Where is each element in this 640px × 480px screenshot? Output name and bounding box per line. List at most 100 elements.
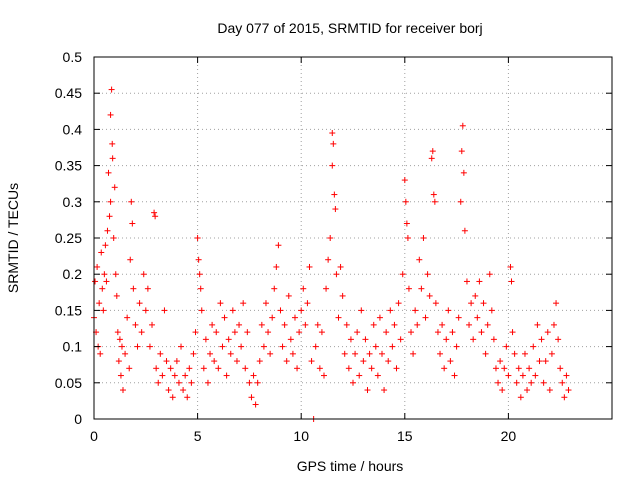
data-point [538, 336, 545, 343]
data-point [229, 307, 236, 314]
data-point [428, 155, 435, 162]
data-point [505, 372, 512, 379]
data-point [460, 169, 467, 176]
data-point [273, 263, 280, 270]
data-point [546, 387, 553, 394]
data-point [330, 140, 337, 147]
y-tick-label: 0.45 [55, 85, 82, 101]
data-point [149, 321, 156, 328]
data-point [513, 379, 520, 386]
data-point [151, 209, 158, 216]
data-point [343, 321, 350, 328]
data-point [320, 372, 327, 379]
data-point [408, 329, 415, 336]
data-point [100, 307, 107, 314]
data-point [111, 184, 118, 191]
chart-title: Day 077 of 2015, SRMTID for receiver bor… [217, 20, 482, 36]
data-point [242, 365, 249, 372]
data-point [488, 307, 495, 314]
data-point [565, 387, 572, 394]
data-point [401, 177, 408, 184]
data-point [134, 343, 141, 350]
data-point [296, 329, 303, 336]
data-point [256, 358, 263, 365]
data-point [279, 343, 286, 350]
data-point [219, 343, 226, 350]
data-point [443, 336, 450, 343]
data-point [244, 329, 251, 336]
grid-lines [94, 57, 612, 419]
data-point [117, 372, 124, 379]
data-point [412, 307, 419, 314]
data-point [511, 350, 518, 357]
y-tick-label: 0.1 [63, 339, 83, 355]
data-point [109, 155, 116, 162]
data-point [468, 300, 475, 307]
data-point [115, 358, 122, 365]
x-axis-label: GPS time / hours [297, 458, 404, 474]
data-point [499, 387, 506, 394]
data-point [138, 329, 145, 336]
data-point [434, 329, 441, 336]
data-point [202, 336, 209, 343]
data-point [405, 285, 412, 292]
data-point [404, 235, 411, 241]
data-point [271, 285, 278, 292]
data-point [339, 292, 346, 299]
data-point [231, 329, 238, 336]
data-point [362, 336, 369, 343]
data-point [536, 358, 543, 365]
data-point [178, 343, 185, 350]
data-point [227, 350, 234, 357]
data-point [103, 278, 110, 285]
data-point [306, 263, 313, 270]
y-tick-label: 0 [74, 411, 82, 427]
x-tick-labels: 0 5 10 15 20 [90, 428, 516, 444]
data-point [318, 329, 325, 336]
data-point [387, 307, 394, 314]
data-point [302, 321, 309, 328]
data-point [192, 329, 199, 336]
data-point [426, 292, 433, 299]
data-point [152, 213, 159, 220]
data-point [480, 300, 487, 307]
data-point [161, 307, 168, 314]
data-point [424, 271, 431, 278]
data-point [495, 379, 502, 386]
data-point [553, 300, 560, 307]
data-point [250, 372, 257, 379]
data-point [484, 321, 491, 328]
data-point [372, 343, 379, 350]
data-point [233, 358, 240, 365]
data-point [453, 343, 460, 350]
y-tick-label: 0.15 [55, 302, 82, 318]
data-point [146, 343, 153, 350]
data-point [254, 379, 261, 386]
data-point [167, 365, 174, 372]
data-point [155, 379, 162, 386]
data-point [204, 379, 211, 386]
data-point [341, 350, 348, 357]
data-point [197, 285, 204, 292]
data-point [335, 314, 342, 321]
data-point [194, 235, 201, 241]
x-tick-label: 20 [501, 428, 517, 444]
data-point [540, 379, 547, 386]
data-point [530, 343, 537, 350]
data-point [356, 372, 363, 379]
x-tick-label: 5 [194, 428, 202, 444]
data-point [163, 358, 170, 365]
data-point [291, 314, 298, 321]
data-point [314, 321, 321, 328]
data-point [112, 271, 119, 278]
data-point [517, 394, 524, 401]
data-point [379, 350, 386, 357]
data-point [385, 358, 392, 365]
data-point [213, 329, 220, 336]
data-point [116, 336, 123, 343]
data-point [127, 256, 134, 263]
data-point [482, 350, 489, 357]
data-point [110, 235, 117, 241]
data-point [376, 314, 383, 321]
data-point [144, 285, 151, 292]
